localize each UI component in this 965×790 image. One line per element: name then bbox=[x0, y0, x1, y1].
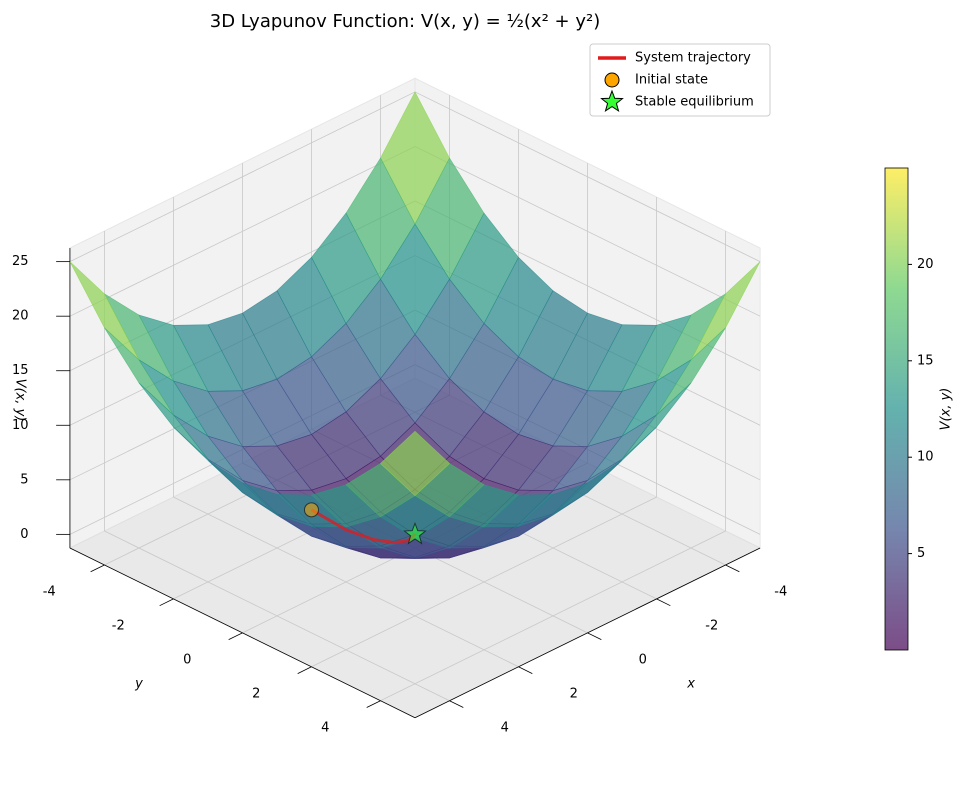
z-tick-label: 20 bbox=[12, 309, 29, 324]
tick-mark bbox=[90, 564, 105, 573]
tick-mark bbox=[297, 666, 312, 674]
grid-line bbox=[414, 91, 761, 262]
legend-label: Initial state bbox=[635, 73, 708, 88]
y-tick-label: -4 bbox=[43, 585, 56, 600]
z-tick-label: 0 bbox=[20, 527, 28, 542]
grid-line bbox=[380, 530, 726, 702]
colorbar-tick-label: 20 bbox=[917, 257, 934, 272]
y-tick-label: 2 bbox=[252, 686, 260, 701]
legend-swatch bbox=[604, 72, 620, 88]
x-tick-label: -4 bbox=[774, 585, 787, 600]
initial-state bbox=[303, 502, 319, 518]
colorbar-label: V(x, y) bbox=[939, 388, 954, 431]
colorbar-tick-label: 5 bbox=[917, 546, 925, 561]
colorbar: 5 10 15 20 V(x, y) bbox=[884, 167, 954, 651]
grid-line bbox=[414, 146, 761, 317]
legend-swatch bbox=[600, 89, 624, 113]
colorbar-tick-label: 15 bbox=[917, 353, 934, 368]
x-tick-label: 4 bbox=[501, 720, 509, 735]
y-tick-label: 0 bbox=[183, 653, 191, 668]
legend-label: Stable equilibrium bbox=[635, 95, 754, 110]
tick-mark bbox=[366, 700, 381, 708]
tick-mark bbox=[587, 632, 602, 640]
equilibrium bbox=[403, 521, 427, 545]
grid-line bbox=[69, 91, 416, 262]
surface-cell bbox=[380, 430, 450, 497]
tick-mark bbox=[725, 564, 740, 573]
tick-mark bbox=[518, 666, 533, 674]
x-axis-label: x bbox=[686, 676, 695, 691]
z-axis-label: V(x, y) bbox=[13, 379, 28, 422]
y-tick-label: -2 bbox=[112, 619, 125, 634]
chart-title: 3D Lyapunov Function: V(x, y) = ½(x² + y… bbox=[210, 11, 600, 32]
tick-mark bbox=[449, 700, 464, 708]
z-tick-label: 10 bbox=[12, 418, 29, 433]
legend-box bbox=[589, 43, 771, 117]
y-tick-label: 4 bbox=[321, 720, 329, 735]
z-tick-label: 25 bbox=[12, 254, 29, 269]
legend-label: System trajectory bbox=[635, 51, 751, 66]
legend: System trajectory Initial state Stable equ… bbox=[589, 43, 771, 117]
grid-line bbox=[69, 146, 416, 317]
x-tick-label: 0 bbox=[639, 653, 647, 668]
tick-mark bbox=[159, 598, 174, 607]
tick-mark bbox=[656, 598, 671, 607]
x-tick-label: 2 bbox=[570, 686, 578, 701]
z-tick-label: 15 bbox=[12, 363, 29, 378]
z-tick-label: 5 bbox=[20, 472, 28, 487]
colorbar-body bbox=[884, 167, 909, 651]
tick-mark bbox=[228, 632, 243, 640]
x-tick-label: -2 bbox=[705, 619, 718, 634]
y-axis-label: y bbox=[134, 676, 143, 691]
grid-line bbox=[311, 496, 657, 668]
plot-area: -4 -2 0 2 4 -4 -2 0 2 4 0 5 10 15 20 25 x y V(x, y) bbox=[12, 77, 787, 735]
colorbar-tick-label: 10 bbox=[917, 450, 934, 465]
